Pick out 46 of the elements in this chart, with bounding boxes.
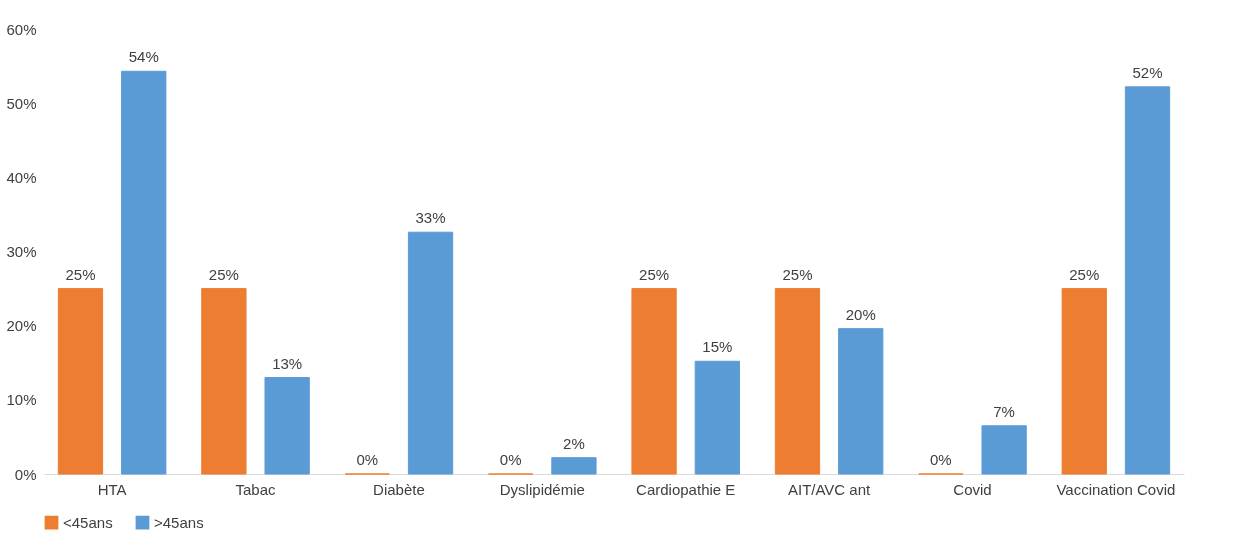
x-tick-label: Vaccination Covid — [1056, 480, 1176, 498]
x-tick-label: Dyslipidémie — [499, 480, 585, 498]
data-label: 25% — [1069, 265, 1100, 283]
bar — [1124, 86, 1171, 475]
data-label: 0% — [930, 451, 952, 468]
bar — [201, 288, 247, 475]
bar — [838, 328, 884, 475]
data-label: 0% — [356, 451, 379, 468]
data-label: 20% — [845, 305, 876, 323]
x-tick-label: Cardiopathie E — [636, 480, 736, 498]
bar — [264, 377, 310, 475]
data-label: 13% — [272, 354, 303, 372]
legend-label: >45ans — [154, 513, 204, 531]
data-label: 54% — [128, 48, 159, 66]
data-label: 25% — [782, 265, 813, 283]
bar — [981, 425, 1027, 475]
data-label: 52% — [1132, 63, 1163, 81]
data-label: 2% — [563, 434, 585, 452]
bar — [774, 288, 821, 475]
y-tick-label: 60% — [6, 20, 37, 38]
legend-label: <45ans — [63, 513, 113, 531]
bar — [694, 360, 740, 475]
x-tick-label: Diabète — [373, 480, 425, 498]
x-tick-label: Covid — [953, 480, 992, 498]
y-tick-label: 30% — [6, 243, 37, 260]
x-tick-label: AIT/AVC ant — [787, 480, 872, 498]
data-label: 7% — [993, 402, 1015, 420]
bar — [1061, 288, 1107, 475]
data-label: 25% — [208, 265, 239, 283]
bar — [57, 288, 104, 475]
y-tick-label: 50% — [6, 94, 37, 112]
data-label: 33% — [415, 209, 446, 227]
bar — [551, 457, 597, 475]
y-tick-label: 20% — [6, 317, 37, 335]
bar — [121, 70, 167, 475]
x-tick-label: HTA — [97, 480, 127, 498]
data-label: 25% — [65, 265, 96, 283]
y-tick-label: 10% — [6, 391, 37, 409]
data-label: 15% — [702, 338, 733, 356]
x-tick-label: Tabac — [235, 480, 277, 498]
bar — [631, 288, 677, 475]
data-label: 0% — [499, 451, 522, 468]
bar — [407, 231, 454, 475]
y-tick-label: 0% — [14, 465, 37, 483]
data-label: 25% — [639, 265, 670, 283]
y-tick-label: 40% — [6, 168, 37, 186]
